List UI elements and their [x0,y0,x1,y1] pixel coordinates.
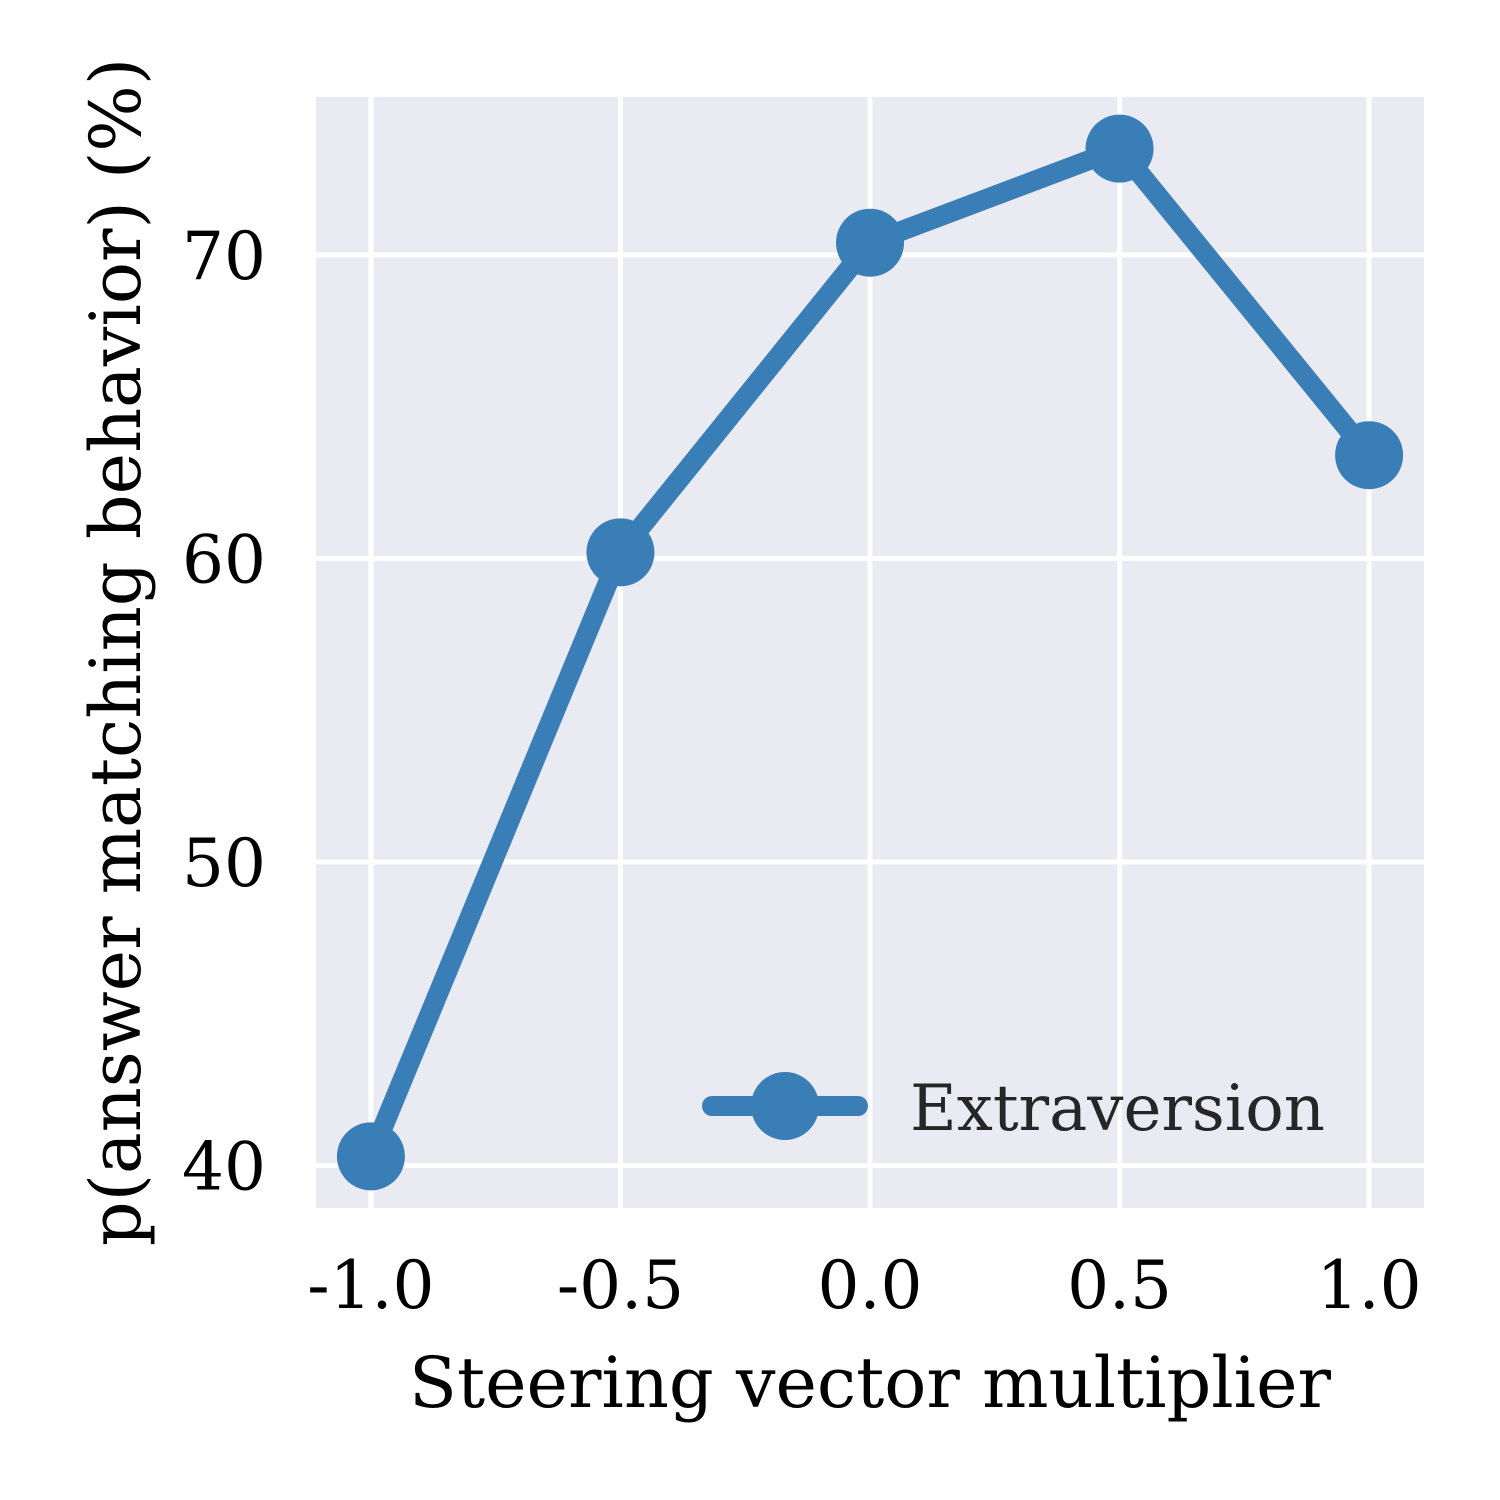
y-axis-label: p(answer matching behavior) (%) [75,58,157,1246]
x-tick-label: 1.0 [1317,1247,1422,1324]
data-point [1085,114,1154,183]
x-tick-label: -1.0 [307,1247,434,1324]
data-point [1335,421,1404,490]
y-tick-label: 40 [182,1129,266,1206]
data-point [836,208,904,277]
legend-marker [751,1072,819,1140]
y-tick-label: 60 [182,521,266,598]
data-point [336,1122,405,1191]
series-layer [336,114,1404,1191]
x-tick-label: -0.5 [557,1247,684,1324]
y-tick-labels: 40 50 60 70 [182,218,266,1206]
data-point [586,518,655,587]
x-tick-label: 0.5 [1067,1247,1172,1324]
legend: Extraversion [702,1072,1325,1146]
grid [316,97,1424,1208]
x-tick-label: 0.0 [818,1247,923,1324]
x-tick-labels: -1.0 -0.5 0.0 0.5 1.0 [307,1247,1421,1324]
legend-label-extraversion: Extraversion [910,1072,1325,1146]
y-tick-label: 70 [182,218,266,295]
y-tick-label: 50 [182,825,266,902]
x-axis-label: Steering vector multiplier [409,1342,1331,1424]
